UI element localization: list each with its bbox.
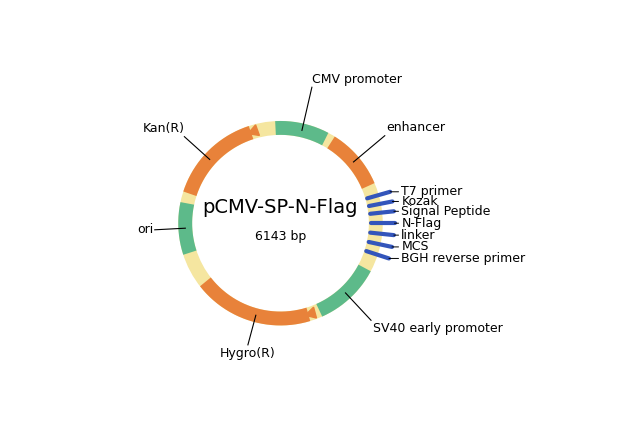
Text: linker: linker xyxy=(394,229,436,242)
Text: pCMV-SP-N-Flag: pCMV-SP-N-Flag xyxy=(203,198,358,217)
Text: SV40 early promoter: SV40 early promoter xyxy=(372,322,502,335)
Text: 6143 bp: 6143 bp xyxy=(255,230,306,244)
Text: enhancer: enhancer xyxy=(386,121,446,134)
Polygon shape xyxy=(248,125,260,135)
Polygon shape xyxy=(305,307,317,318)
Text: ori: ori xyxy=(137,223,153,236)
Text: Hygro(R): Hygro(R) xyxy=(220,347,276,359)
Text: N-Flag: N-Flag xyxy=(394,217,441,230)
Text: MCS: MCS xyxy=(392,240,429,253)
Text: BGH reverse primer: BGH reverse primer xyxy=(389,252,525,265)
Text: CMV promoter: CMV promoter xyxy=(312,72,402,86)
Text: Signal Peptide: Signal Peptide xyxy=(394,205,491,218)
Text: T7 primer: T7 primer xyxy=(390,185,463,198)
Text: Kozak: Kozak xyxy=(393,195,438,208)
Text: Kan(R): Kan(R) xyxy=(142,122,184,135)
